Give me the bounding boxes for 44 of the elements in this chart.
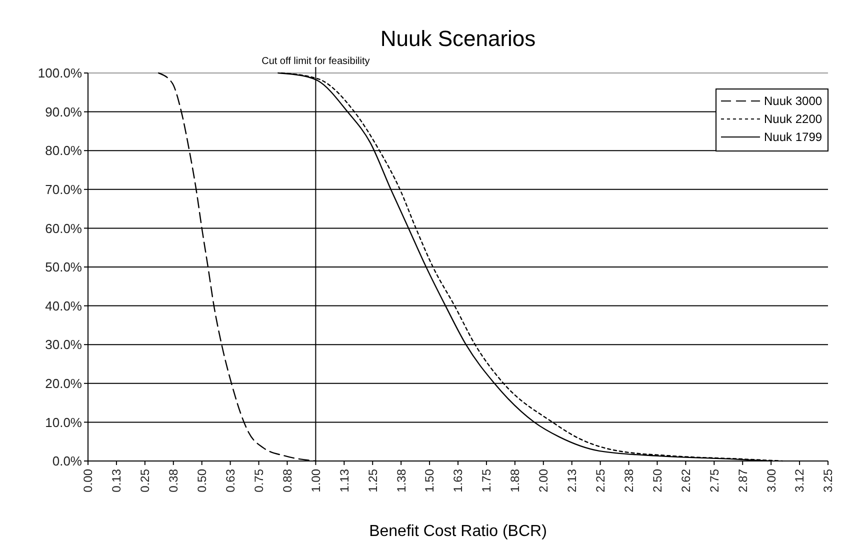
- y-tick-label: 60.0%: [45, 220, 82, 236]
- y-tick-label: 30.0%: [45, 337, 82, 352]
- x-tick-label: 0.38: [166, 468, 181, 492]
- x-tick-label: 2.50: [650, 468, 664, 492]
- y-tick-label: 10.0%: [45, 414, 82, 430]
- y-tick-label: 80.0%: [45, 143, 82, 158]
- legend-label: Nuuk 1799: [764, 130, 822, 144]
- y-tick-label: 50.0%: [45, 260, 82, 275]
- x-tick-label: 2.25: [594, 468, 608, 492]
- y-tick-label: 100.0%: [38, 66, 82, 81]
- x-tick-label: 0.75: [252, 468, 266, 492]
- y-tick-label: 70.0%: [45, 182, 82, 197]
- ref-line-label: Cut off limit for feasibility: [262, 56, 370, 67]
- x-tick-label: 3.12: [792, 468, 807, 492]
- x-tick-label: 1.38: [394, 468, 408, 492]
- x-tick-label: 3.25: [821, 468, 836, 492]
- x-tick-label: 0.00: [81, 468, 96, 492]
- x-tick-label: 0.50: [195, 468, 210, 492]
- chart-title: Nuuk Scenarios: [380, 26, 536, 51]
- x-tick-label: 1.88: [508, 468, 522, 492]
- y-tick-label: 0.0%: [52, 454, 82, 469]
- x-tick-label: 2.75: [707, 468, 722, 492]
- x-tick-label: 2.13: [565, 468, 580, 492]
- x-tick-label: 2.00: [536, 468, 551, 492]
- x-tick-label: 1.50: [422, 468, 437, 492]
- x-tick-label: 2.62: [678, 468, 693, 492]
- y-tick-label: 20.0%: [45, 376, 82, 391]
- x-tick-label: 3.00: [764, 468, 778, 492]
- x-tick-label: 1.25: [366, 468, 380, 492]
- x-tick-label: 0.25: [138, 468, 152, 492]
- x-tick-label: 1.75: [480, 468, 494, 492]
- x-tick-label: 0.13: [110, 468, 124, 492]
- x-tick-label: 0.63: [224, 468, 238, 492]
- legend-label: Nuuk 3000: [764, 94, 822, 108]
- x-tick-label: 1.63: [451, 468, 466, 492]
- x-tick-label: 0.88: [280, 468, 294, 492]
- y-tick-label: 40.0%: [45, 298, 82, 314]
- legend-label: Nuuk 2200: [764, 112, 822, 126]
- y-tick-label: 90.0%: [45, 104, 82, 120]
- x-tick-label: 1.00: [308, 468, 323, 492]
- x-tick-label: 1.13: [337, 468, 352, 492]
- x-axis-title: Benefit Cost Ratio (BCR): [369, 523, 547, 540]
- x-tick-label: 2.38: [622, 468, 636, 492]
- x-tick-label: 2.87: [736, 468, 750, 492]
